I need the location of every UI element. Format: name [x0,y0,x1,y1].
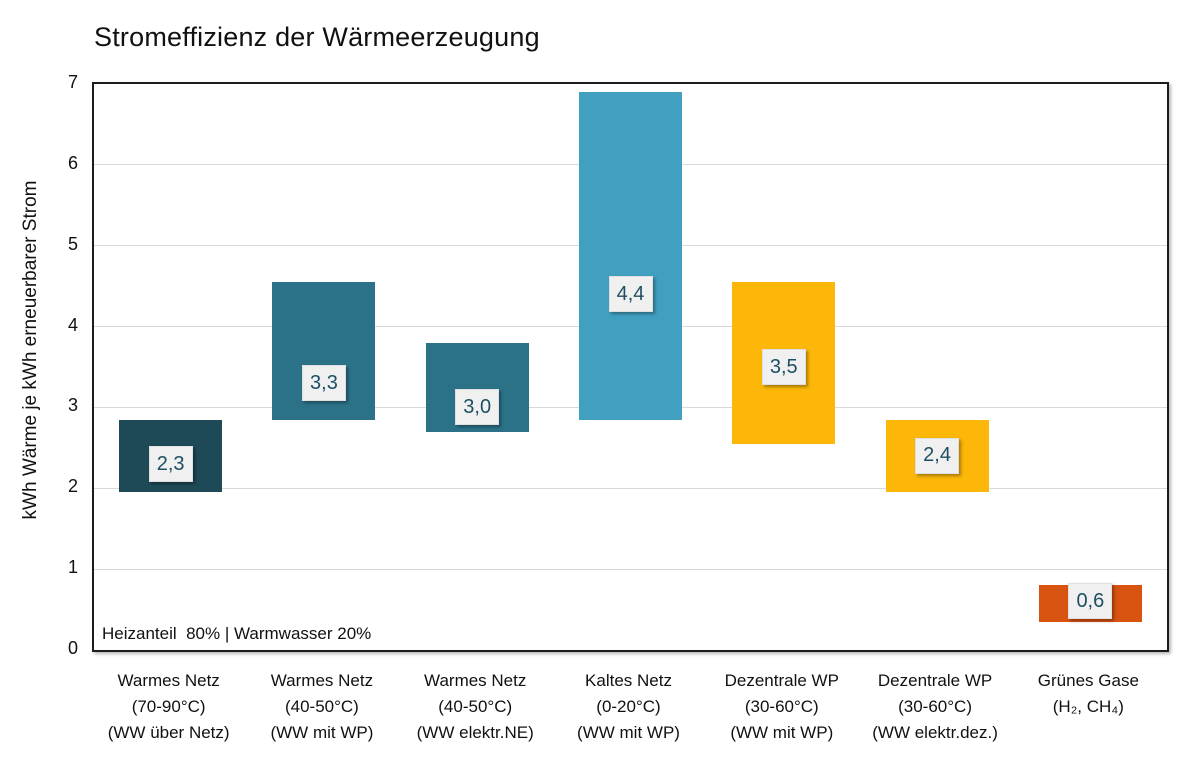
x-category-label-line: (70-90°C) [131,697,206,716]
bar-value-label: 3,5 [761,349,806,385]
x-category-label-line: (WW elektr.dez.) [872,723,998,742]
bar-value-label: 3,3 [301,365,346,402]
x-category-label: Grünes Gase (H₂, CH₄) [1038,668,1139,720]
x-category-label-line: (30-60°C) [744,697,819,716]
plot-annotation: Heizanteil 80% | Warmwasser 20% [102,624,372,643]
x-category-label: Dezentrale WP (30-60°C) (WW mit WP) [725,668,839,746]
x-category-label-line: (30-60°C) [898,697,972,716]
y-tick-label: 4 [67,314,78,335]
x-category-label-line: (0-20°C) [596,697,661,716]
chart-title: Stromeffizienz der Wärmeerzeugung [94,22,540,52]
x-axis-labels: Warmes Netz (70-90°C) (WW über Netz) Warmes… [92,668,1165,778]
bar-value-label: 2,3 [148,446,193,483]
x-category-label-line: (WW mit WP) [730,723,834,742]
x-category-label-line: (WW mit WP) [577,723,680,742]
gridline [94,487,1167,489]
x-category-label: Warmes Netz (40-50°C) (WW elektr.NE) [417,668,534,746]
x-category-label-line: (WW über Netz) [107,723,230,742]
bar-value-label: 4,4 [608,276,653,313]
bar [579,92,682,420]
y-tick-label: 5 [67,233,78,254]
x-category-label-line: (40-50°C) [438,697,513,716]
x-category-label-line: Warmes Netz [117,671,220,690]
y-tick-label: 6 [67,152,78,173]
y-axis-title: kWh Wärme je kWh erneuerbarer Strom [20,180,41,520]
y-tick-label: 7 [67,72,78,92]
y-tick-label: 0 [67,638,78,658]
x-category-label-line: Dezentrale WP [724,671,839,690]
x-category-label: Warmes Netz (70-90°C) (WW über Netz) [108,668,230,746]
x-category-label-line: Dezentrale WP [877,671,993,690]
y-tick-label: 1 [67,557,78,578]
x-category-label-line: (WW elektr.NE) [416,723,534,742]
x-category-label: Warmes Netz (40-50°C) (WW mit WP) [270,668,373,746]
x-category-label-line: Warmes Netz [424,671,527,690]
x-category-label-line: (H₂, CH₄) [1052,697,1124,716]
y-tick-label: 3 [67,395,78,416]
bar-value-label: 2,4 [915,437,960,474]
y-tick-label: 2 [67,476,78,497]
plot-area: Heizanteil 80% | Warmwasser 20% 2,3 3,3 3,… [92,82,1169,652]
x-category-label-line: Warmes Netz [270,671,374,690]
bar-value-label: 0,6 [1068,583,1113,620]
gridline [94,568,1167,570]
x-category-label-line: (40-50°C) [284,697,359,716]
x-category-label: Kaltes Netz (0-20°C) (WW mit WP) [577,668,680,746]
x-category-label-line: Grünes Gase [1037,671,1139,690]
x-category-label: Dezentrale WP (30-60°C) (WW elektr.dez.) [872,668,998,746]
x-category-label-line: Kaltes Netz [585,671,672,690]
bar-value-label: 3,0 [455,389,500,426]
x-category-label-line: (WW mit WP) [270,723,374,742]
